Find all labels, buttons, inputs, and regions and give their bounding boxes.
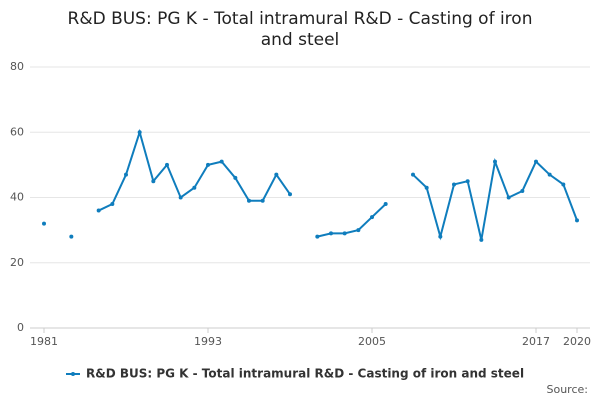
point bbox=[178, 195, 183, 200]
y-tick-label: 80 bbox=[10, 60, 24, 73]
y-tick-label: 20 bbox=[10, 256, 24, 269]
point bbox=[520, 188, 525, 193]
point bbox=[411, 172, 415, 177]
point bbox=[547, 172, 552, 177]
point bbox=[233, 175, 238, 180]
x-tick-label: 2017 bbox=[522, 335, 550, 348]
point bbox=[315, 234, 320, 239]
point bbox=[575, 218, 579, 223]
point bbox=[124, 172, 128, 177]
legend-label: R&D BUS: PG K - Total intramural R&D - C… bbox=[86, 367, 524, 381]
point bbox=[424, 185, 429, 190]
point bbox=[96, 208, 101, 213]
point bbox=[151, 179, 156, 184]
y-tick-label: 0 bbox=[17, 321, 24, 334]
point bbox=[534, 159, 538, 164]
point bbox=[479, 237, 484, 242]
legend-marker bbox=[71, 372, 75, 376]
x-tick-label: 1993 bbox=[194, 335, 222, 348]
point bbox=[110, 202, 115, 207]
x-tick-label: 2020 bbox=[563, 335, 591, 348]
y-tick-label: 40 bbox=[10, 191, 24, 204]
point bbox=[493, 159, 497, 164]
point bbox=[165, 162, 169, 167]
point bbox=[137, 130, 142, 135]
x-tick-label: 1981 bbox=[30, 335, 58, 348]
x-tick-label: 2005 bbox=[358, 335, 386, 348]
point bbox=[206, 162, 210, 167]
point bbox=[274, 172, 279, 177]
point bbox=[329, 231, 333, 236]
point bbox=[288, 192, 292, 197]
point bbox=[356, 228, 361, 233]
point bbox=[260, 198, 265, 203]
point bbox=[42, 221, 46, 226]
point bbox=[192, 185, 197, 190]
point bbox=[452, 182, 456, 187]
chart-title: R&D BUS: PG K - Total intramural R&D - C… bbox=[68, 9, 533, 50]
point bbox=[342, 231, 347, 236]
point bbox=[370, 215, 374, 220]
point bbox=[561, 182, 566, 187]
series-line bbox=[98, 128, 578, 241]
point bbox=[506, 195, 511, 200]
point bbox=[69, 234, 74, 239]
point bbox=[247, 198, 251, 203]
y-tick-label: 60 bbox=[10, 125, 24, 138]
point bbox=[438, 234, 443, 239]
point bbox=[219, 159, 224, 164]
point bbox=[465, 179, 470, 184]
point bbox=[383, 202, 388, 207]
source: Source: bbox=[547, 383, 589, 396]
